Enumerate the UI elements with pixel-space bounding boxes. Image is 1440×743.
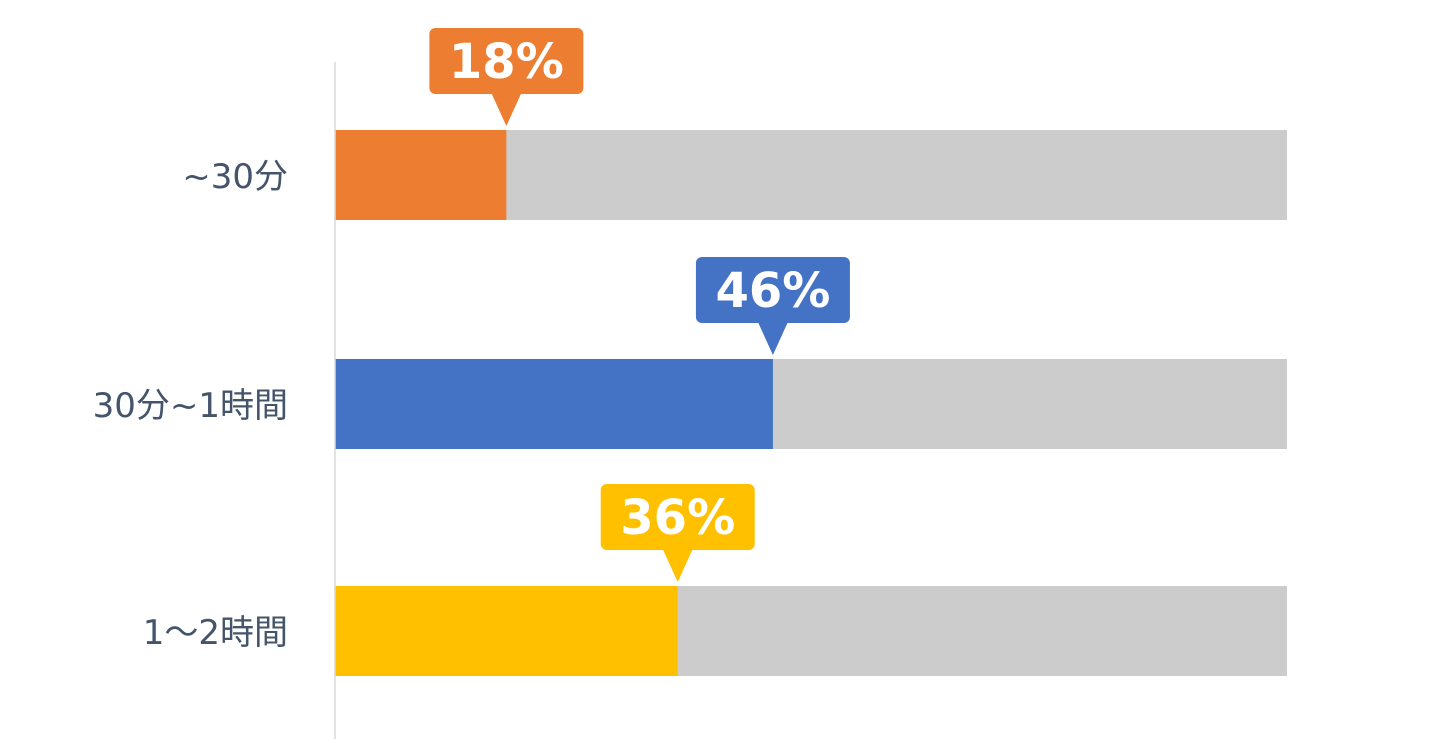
bar (335, 130, 507, 220)
category-label: 1～2時間 (143, 613, 288, 653)
data-label-pointer (757, 322, 788, 355)
data-label: 36% (620, 490, 735, 546)
category-label: 30分~1時間 (93, 386, 288, 426)
bar (335, 586, 678, 676)
data-label-pointer (662, 549, 693, 582)
data-label-callout (695, 257, 850, 323)
data-label-callout (429, 28, 584, 94)
data-label: 46% (715, 263, 830, 319)
data-label-pointer (491, 93, 522, 126)
data-label: 18% (449, 34, 564, 90)
data-label-callout (600, 484, 755, 550)
bar (335, 359, 773, 449)
category-label: ~30分 (182, 157, 288, 197)
